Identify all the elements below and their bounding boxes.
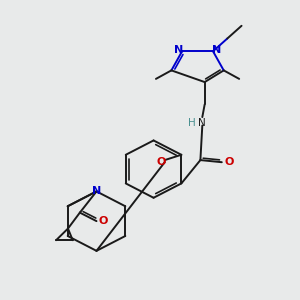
Text: N: N [174, 45, 183, 55]
Text: O: O [99, 216, 108, 226]
Text: N: N [212, 45, 221, 55]
Text: O: O [224, 157, 234, 167]
Text: N: N [92, 186, 101, 197]
Text: N: N [198, 118, 206, 128]
Text: H: H [188, 118, 196, 128]
Text: O: O [157, 157, 166, 167]
